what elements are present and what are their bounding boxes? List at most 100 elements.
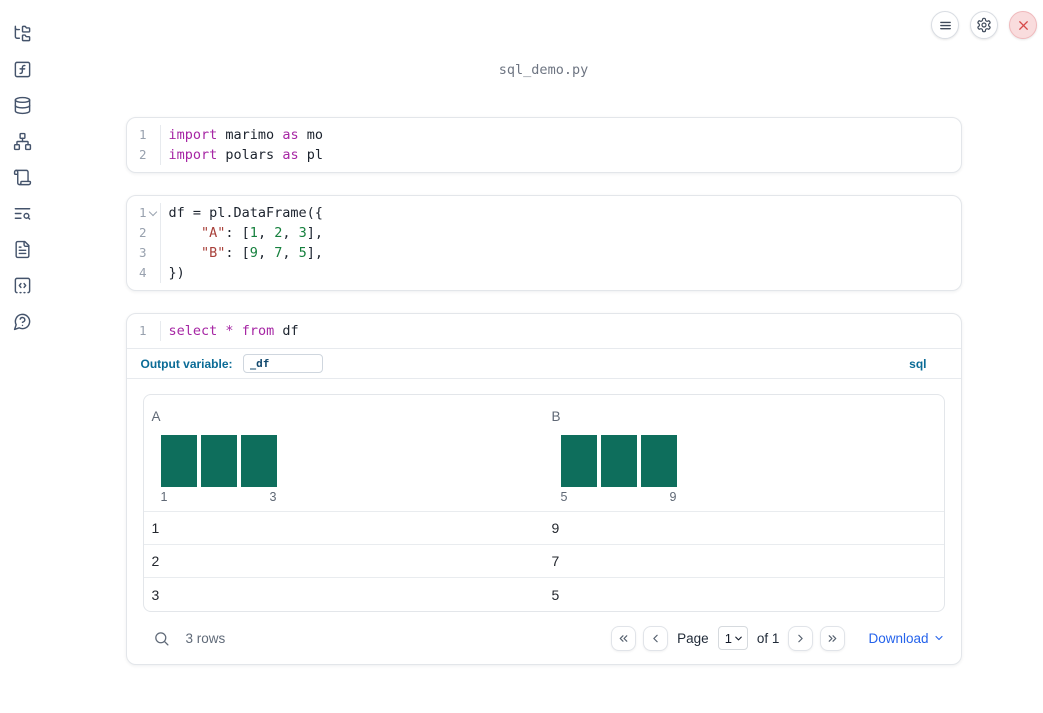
line-number: 4 [138, 265, 147, 280]
histogram-bar [600, 435, 637, 487]
panel-outline-button[interactable] [10, 201, 34, 225]
code-line: }) [168, 265, 185, 281]
code-line: "A": [1, 2, 3], [201, 225, 324, 241]
line-number: 2 [138, 147, 147, 162]
page-select-value: 1 [724, 630, 732, 646]
hist-min-label: 5 [560, 490, 568, 504]
page-select[interactable]: 1 [717, 626, 748, 650]
code-square-icon [14, 277, 30, 293]
output-variable-row: Output variable: sql [126, 348, 961, 378]
last-page-button[interactable] [820, 625, 846, 651]
sql-editor[interactable]: 1 select * from df [127, 314, 961, 348]
code-editor[interactable]: 1 2 3 4 df = pl.DataFrame({ "A": [1, 2, 3],… [127, 196, 961, 290]
fold-spacer [147, 263, 160, 283]
fold-chevron-icon[interactable] [147, 203, 160, 223]
panel-snippets-button[interactable] [10, 273, 34, 297]
column-header-a: A 1 3 [144, 405, 544, 511]
table-cell: 7 [551, 553, 560, 569]
menu-button[interactable] [931, 11, 959, 39]
code-line: import marimo as mo [168, 127, 323, 143]
histogram-bar [240, 435, 277, 487]
table-footer: 3 rows Page 1 of 1 [143, 612, 945, 664]
helper-panel-sidebar [0, 0, 44, 713]
notebook-filename[interactable]: sql_demo.py [498, 62, 589, 78]
language-badge[interactable]: sql [909, 356, 927, 371]
fold-spacer [147, 125, 160, 145]
fold-spacer [147, 243, 160, 263]
notebook-controls [931, 11, 1037, 39]
next-page-button[interactable] [788, 625, 814, 651]
settings-button[interactable] [970, 11, 998, 39]
histogram [160, 435, 544, 487]
code-line: select * from df [168, 323, 299, 339]
code-line: df = pl.DataFrame({ [168, 205, 323, 221]
panel-dependency-graph-button[interactable] [10, 129, 34, 153]
function-square-icon [14, 61, 30, 77]
table-cell: 3 [151, 586, 160, 603]
code-line: "B": [9, 7, 5], [201, 245, 324, 261]
scroll-icon [13, 169, 31, 185]
line-number: 1 [138, 127, 147, 142]
previous-page-button[interactable] [643, 625, 669, 651]
output-variable-input[interactable] [242, 354, 323, 373]
network-graph-icon [13, 132, 31, 150]
table-header: A 1 3 B 5 9 [143, 395, 944, 512]
table-cell: 9 [551, 520, 560, 536]
table-search-button[interactable] [153, 630, 170, 647]
histogram-bar [640, 435, 677, 487]
chevron-down-icon [735, 636, 742, 640]
download-button[interactable]: Download [868, 631, 944, 646]
table-cell: 1 [151, 520, 160, 536]
panel-documentation-button[interactable] [10, 237, 34, 261]
text-search-icon [14, 207, 30, 220]
pagination: Page 1 of 1 Download [611, 625, 944, 651]
line-number: 1 [138, 205, 147, 220]
result-table: A 1 3 B 5 9 [142, 394, 945, 612]
panel-variables-button[interactable] [10, 57, 34, 81]
histogram-bar [160, 435, 197, 487]
gutter: 1 [127, 321, 161, 341]
panel-help-button[interactable] [10, 309, 34, 333]
shutdown-button[interactable] [1009, 11, 1037, 39]
row-count: 3 rows [185, 630, 226, 646]
hist-max-label: 3 [269, 490, 277, 504]
menu-icon [939, 21, 951, 29]
chevrons-left-icon [619, 634, 628, 642]
line-number: 3 [138, 245, 147, 260]
panel-data-sources-button[interactable] [10, 93, 34, 117]
chevron-down-icon [934, 635, 943, 641]
file-text-icon [14, 240, 30, 258]
line-number: 1 [138, 323, 147, 338]
gutter: 1 2 3 4 [127, 203, 161, 283]
hist-min-label: 1 [160, 490, 168, 504]
column-header-b: B 5 9 [544, 405, 944, 511]
panel-scratchpad-button[interactable] [10, 165, 34, 189]
fold-spacer [147, 321, 160, 341]
table-cell: 5 [551, 586, 560, 603]
first-page-button[interactable] [611, 625, 637, 651]
panel-file-explorer-button[interactable] [10, 21, 34, 45]
help-bubble-icon [13, 313, 30, 330]
close-icon [1018, 20, 1028, 30]
chevron-left-icon [653, 634, 658, 642]
chevron-right-icon [798, 634, 804, 642]
code-lines: import marimo as mo import polars as pl [161, 125, 961, 165]
histogram-bar [560, 435, 597, 487]
folder-tree-icon [14, 25, 30, 41]
line-number: 2 [138, 225, 147, 240]
column-label: B [551, 409, 561, 424]
code-lines: select * from df [161, 321, 961, 341]
download-label: Download [868, 630, 929, 646]
fold-spacer [147, 145, 160, 165]
histogram [560, 435, 944, 487]
hist-max-label: 9 [669, 490, 677, 504]
database-icon [14, 96, 30, 114]
code-line: import polars as pl [168, 147, 323, 163]
code-cell-dataframe: 1 2 3 4 df = pl.DataFrame({ "A": [1, 2, 3],… [125, 195, 962, 291]
